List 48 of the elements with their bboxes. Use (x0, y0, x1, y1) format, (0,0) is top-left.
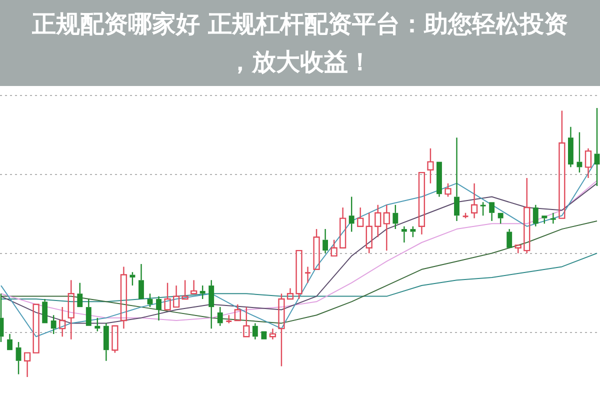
candlestick (59, 306, 66, 338)
candlestick (366, 212, 372, 254)
candlestick (305, 266, 310, 284)
candlestick (418, 172, 426, 236)
chart-title: 正规配资哪家好 正规杠杆配资平台：助您轻松投资，放大收益！ (0, 0, 600, 86)
candlestick (182, 280, 188, 300)
candlestick (208, 280, 214, 330)
candlestick (558, 110, 566, 219)
candlestick (584, 148, 592, 179)
candlestick (480, 202, 486, 216)
candlestick (427, 148, 434, 184)
candlestick (77, 282, 83, 308)
candlestick (200, 284, 206, 300)
candlestick (401, 226, 407, 244)
candlestick (286, 288, 294, 300)
candlestick (594, 107, 600, 187)
candlestick (16, 341, 22, 375)
candlestick (172, 284, 180, 308)
candlestick (252, 322, 258, 340)
candlestick (68, 280, 74, 340)
candlestick (243, 306, 250, 338)
candlestick (436, 162, 442, 198)
candlestick (120, 266, 128, 330)
candlestick (322, 228, 328, 254)
candlestick (103, 322, 109, 362)
candlestick (454, 136, 460, 222)
candlestick (550, 212, 556, 224)
candlestick (138, 263, 144, 299)
candlestick (94, 317, 100, 332)
candlestick (24, 352, 31, 378)
candlestick (348, 196, 354, 232)
candlestick (392, 204, 398, 230)
candlestick (489, 202, 495, 222)
candlestick (50, 314, 56, 335)
candlestick (278, 293, 285, 367)
candlestick (470, 182, 478, 219)
candlestick (568, 126, 574, 168)
candlestick (190, 280, 198, 294)
candlestick (524, 177, 530, 254)
candlestick (156, 296, 162, 322)
candlestick (340, 206, 346, 248)
candlestick (374, 204, 382, 238)
candlestick (164, 282, 171, 310)
candlestick (269, 328, 276, 340)
candlestick (42, 298, 48, 324)
candlestick (357, 206, 364, 227)
candlestick (383, 204, 390, 252)
candlestick (7, 333, 12, 350)
